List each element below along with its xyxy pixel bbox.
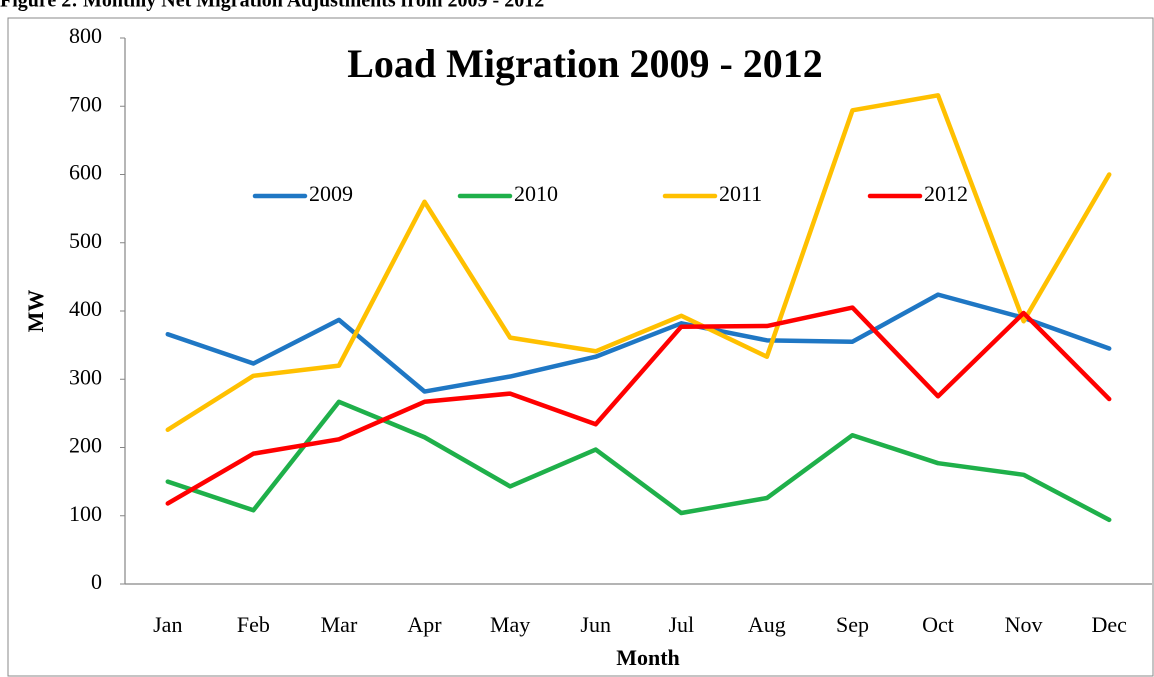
x-tick-label: Sep — [836, 612, 869, 637]
x-tick-label: Jan — [153, 612, 182, 637]
x-tick-label: Mar — [321, 612, 358, 637]
y-tick-label: 0 — [91, 569, 102, 594]
y-tick-label: 700 — [69, 91, 102, 116]
x-tick-label: Jul — [668, 612, 694, 637]
x-tick-label: May — [490, 612, 530, 637]
legend-label: 2010 — [514, 181, 558, 206]
x-tick-label: Apr — [407, 612, 442, 637]
y-tick-label: 500 — [69, 228, 102, 253]
x-tick-label: Oct — [922, 612, 954, 637]
x-tick-label: Feb — [237, 612, 270, 637]
legend-label: 2009 — [309, 181, 353, 206]
series-line — [165, 93, 1112, 433]
legend-label: 2011 — [719, 181, 762, 206]
y-tick-label: 300 — [69, 364, 102, 389]
y-tick-label: 200 — [69, 433, 102, 458]
figure-caption: Figure 2: Monthly Net Migration Adjustme… — [0, 0, 544, 12]
x-tick-label: Aug — [748, 612, 786, 637]
y-tick-label: 400 — [69, 296, 102, 321]
y-tick-label: 100 — [69, 501, 102, 526]
series-line — [165, 399, 1112, 523]
x-tick-label: Jun — [580, 612, 611, 637]
series-line — [165, 305, 1112, 506]
y-tick-label: 600 — [69, 160, 102, 185]
legend-label: 2012 — [924, 181, 968, 206]
x-tick-label: Dec — [1091, 612, 1127, 637]
x-axis-label: Month — [616, 645, 680, 670]
series-line — [165, 292, 1112, 394]
chart-title: Load Migration 2009 - 2012 — [347, 41, 823, 86]
y-tick-label: 800 — [69, 23, 102, 48]
x-tick-label: Nov — [1005, 612, 1043, 637]
chart-frame — [7, 17, 1154, 677]
y-axis-label: MW — [23, 290, 48, 333]
